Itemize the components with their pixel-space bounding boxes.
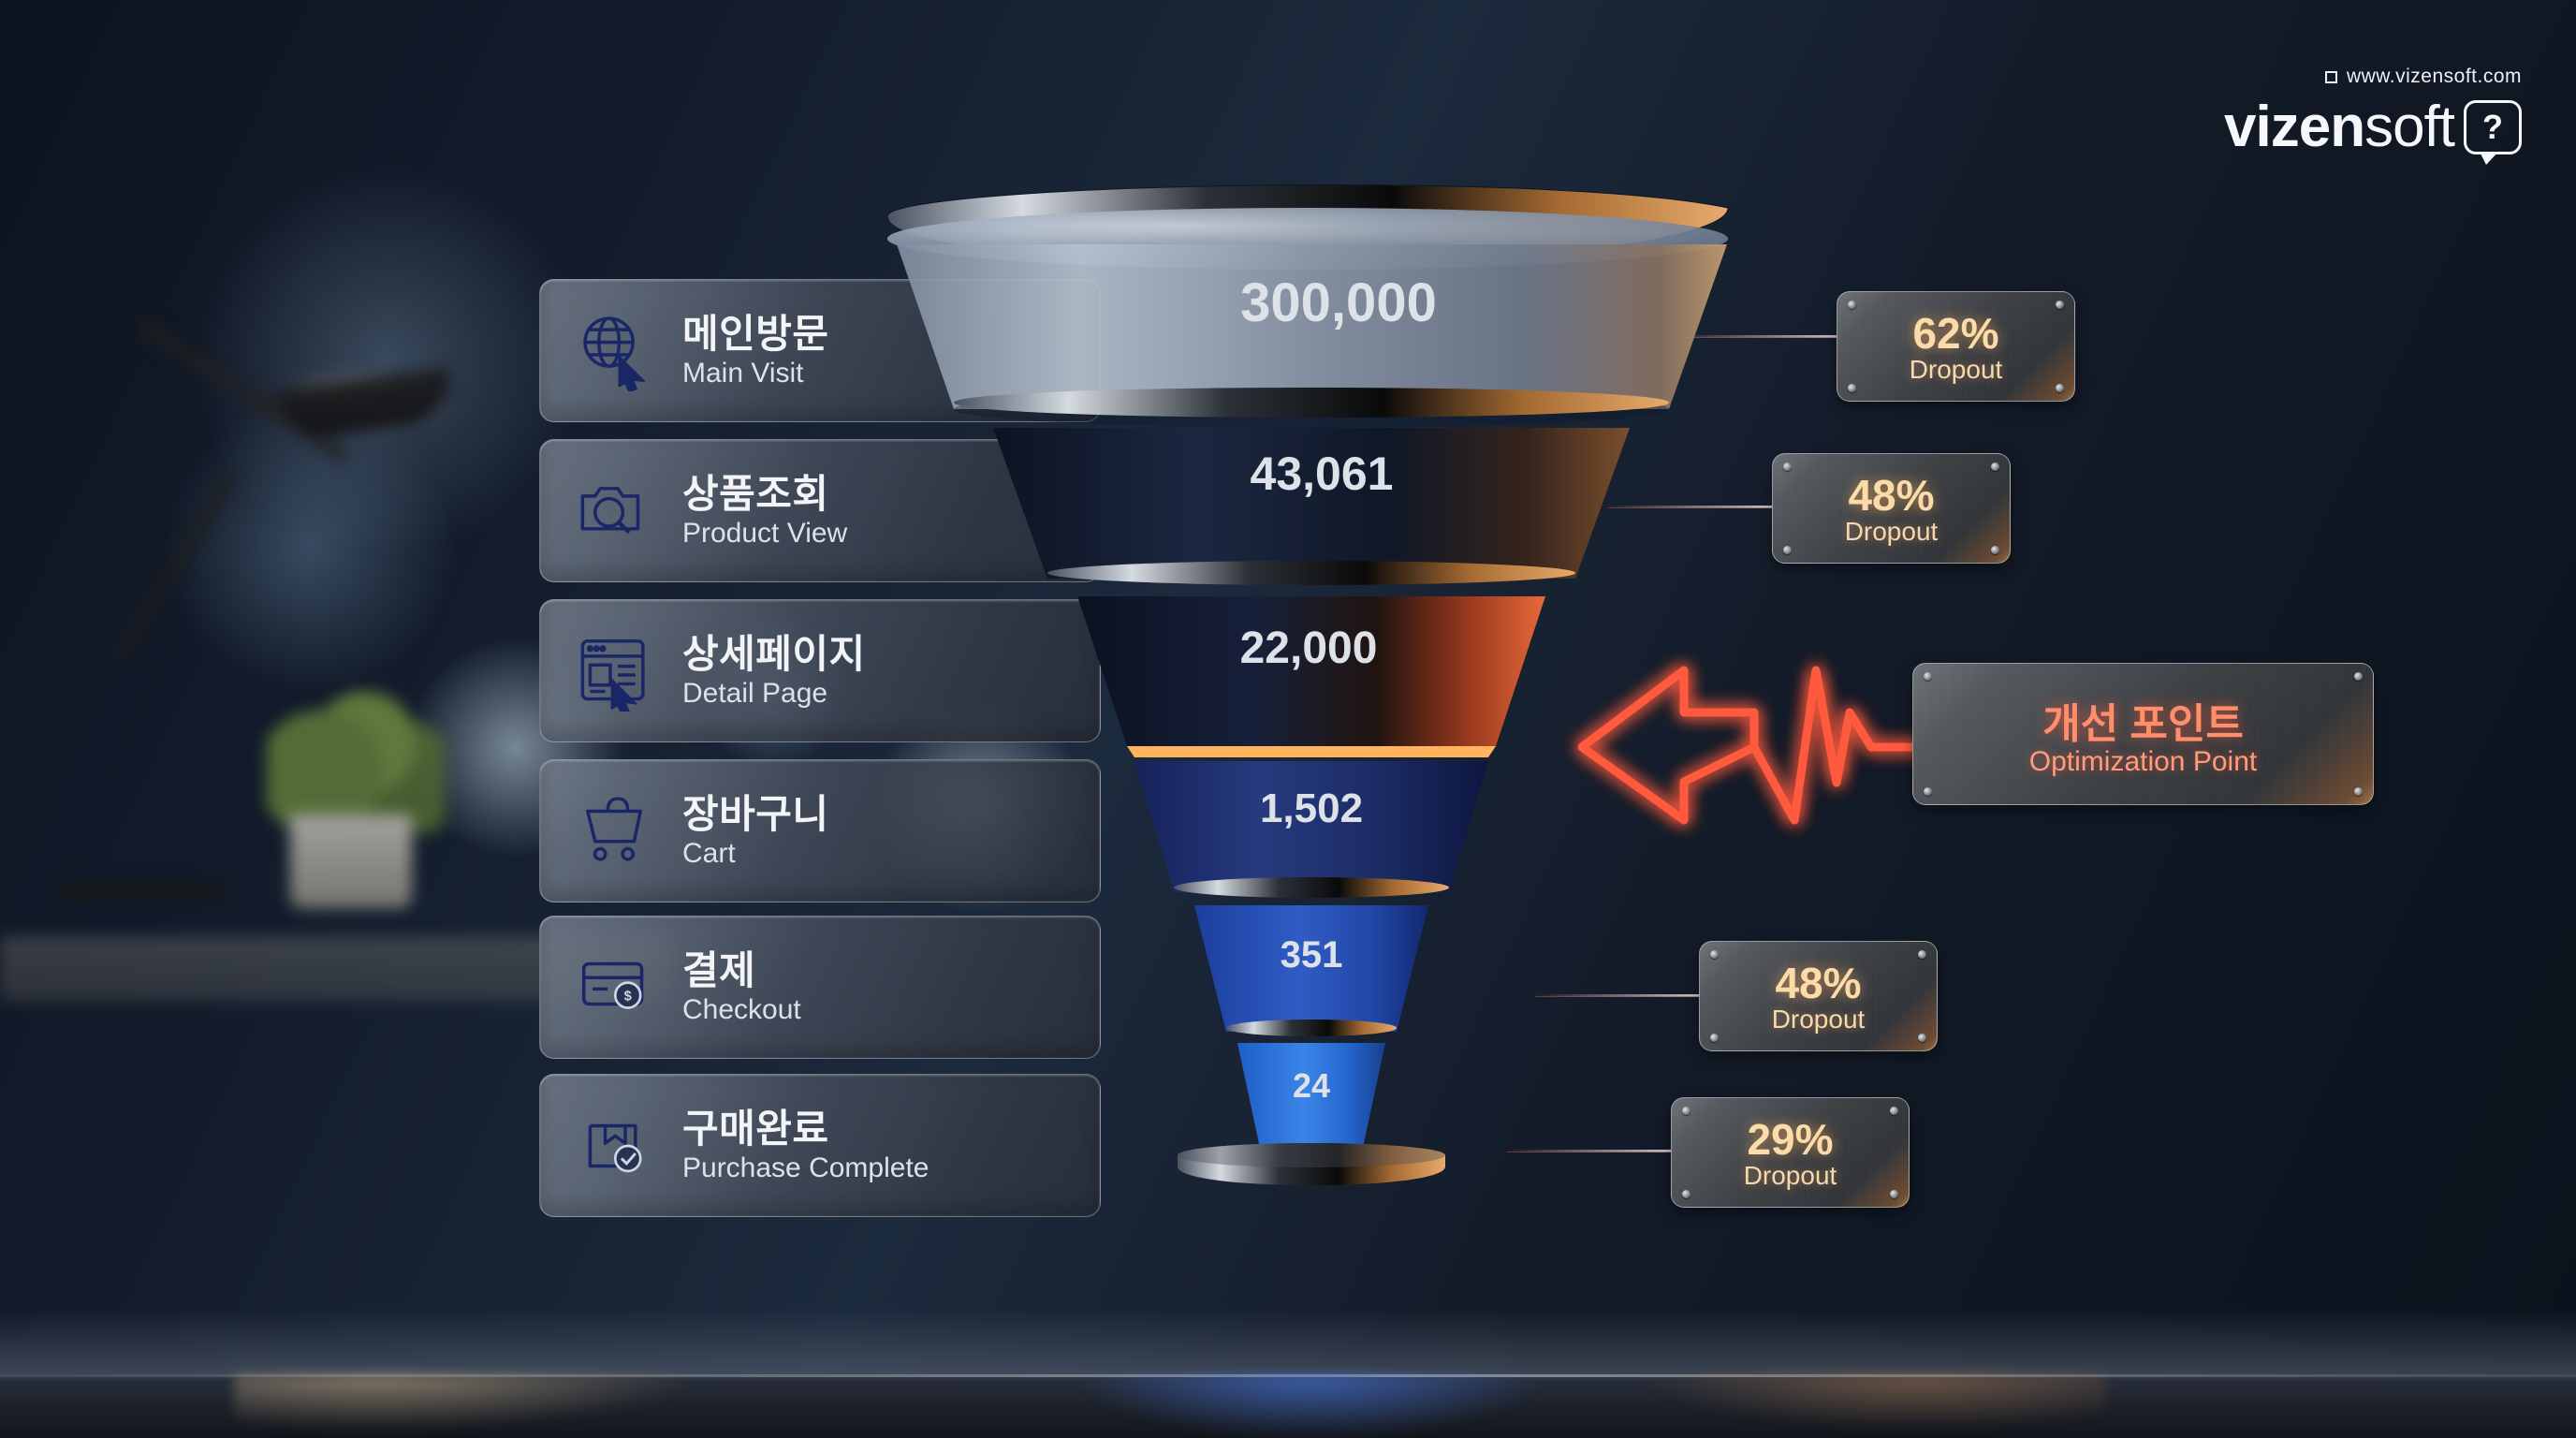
svg-text:24: 24 xyxy=(1293,1066,1330,1105)
svg-text:22,000: 22,000 xyxy=(1240,624,1378,673)
svg-text:351: 351 xyxy=(1281,934,1343,976)
svg-text:1,502: 1,502 xyxy=(1260,785,1363,831)
svg-text:43,061: 43,061 xyxy=(1251,448,1394,500)
svg-text:300,000: 300,000 xyxy=(1240,272,1437,333)
